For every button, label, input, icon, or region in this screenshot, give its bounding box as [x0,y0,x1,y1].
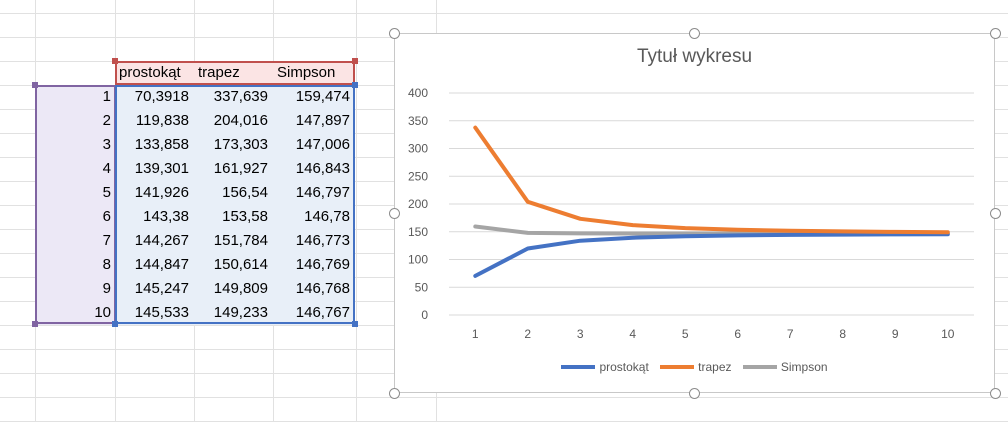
y-tick-label: 200 [408,197,428,211]
line-chart: 0 50 100 150 200 250 300 350 400 1 2 3 4 5 6 7 8 9 10 [408,86,974,341]
row-index-cell[interactable]: 2 [35,109,115,133]
row-index-cell[interactable]: 1 [35,85,115,109]
row-index-cell[interactable]: 9 [35,277,115,301]
chart-resize-handle[interactable] [990,388,1001,399]
range-corner-handle[interactable] [352,58,358,64]
y-tick-label: 300 [408,142,428,156]
y-tick-label: 100 [408,253,428,267]
series-line-prostokąt [473,232,950,278]
chart-resize-handle[interactable] [389,28,400,39]
value-cell-simpson[interactable]: 146,767 [273,301,355,325]
value-cell-trapez[interactable]: 150,614 [194,253,273,277]
row-index-cell[interactable]: 5 [35,181,115,205]
header-cell-trapez[interactable]: trapez [194,61,273,85]
row-index-cell[interactable]: 7 [35,229,115,253]
value-cell-simpson[interactable]: 146,773 [273,229,355,253]
value-cell-simpson[interactable]: 146,769 [273,253,355,277]
y-tick-label: 400 [408,86,428,100]
x-tick-label: 8 [839,327,846,341]
value-cell-simpson[interactable]: 146,797 [273,181,355,205]
value-cell-simpson[interactable]: 146,843 [273,157,355,181]
x-tick-label: 2 [524,327,531,341]
value-cell-simpson[interactable]: 159,474 [273,85,355,109]
value-cell-simpson[interactable]: 147,897 [273,109,355,133]
series-line-trapez [473,125,950,235]
value-cell-trapez[interactable]: 153,58 [194,205,273,229]
chart-legend[interactable]: prostokąt trapez Simpson [394,358,995,374]
value-cell-prostokat[interactable]: 141,926 [115,181,194,205]
x-tick-label: 9 [892,327,899,341]
gridline-row [0,13,1008,14]
range-corner-handle[interactable] [32,321,38,327]
value-cell-trapez[interactable]: 161,927 [194,157,273,181]
legend-label: Simpson [780,360,828,374]
x-tick-label: 10 [941,327,955,341]
value-cell-trapez[interactable]: 156,54 [194,181,273,205]
range-corner-handle[interactable] [112,58,118,64]
x-tick-label: 4 [629,327,636,341]
value-cell-simpson[interactable]: 147,006 [273,133,355,157]
value-cell-prostokat[interactable]: 144,847 [115,253,194,277]
value-cell-prostokat[interactable]: 144,267 [115,229,194,253]
value-cell-trapez[interactable]: 149,809 [194,277,273,301]
x-tick-label: 5 [682,327,689,341]
x-tick-label: 1 [472,327,479,341]
row-index-cell[interactable]: 10 [35,301,115,325]
range-corner-handle[interactable] [352,321,358,327]
header-cell-prostokat[interactable]: prostokąt [115,61,194,85]
header-cell-simpson[interactable]: Simpson [273,61,355,85]
x-tick-label: 3 [577,327,584,341]
gridline-col [356,0,357,422]
value-cell-prostokat[interactable]: 145,533 [115,301,194,325]
y-tick-label: 350 [408,114,428,128]
value-cell-prostokat[interactable]: 70,3918 [115,85,194,109]
x-tick-label: 6 [734,327,741,341]
y-tick-label: 50 [415,280,429,294]
value-cell-trapez[interactable]: 337,639 [194,85,273,109]
row-index-cell[interactable]: 4 [35,157,115,181]
value-cell-simpson[interactable]: 146,768 [273,277,355,301]
value-cell-trapez[interactable]: 204,016 [194,109,273,133]
legend-item-prostokat: prostokąt [561,360,649,374]
legend-line-icon [660,365,695,369]
y-tick-label: 0 [421,308,428,322]
range-corner-handle[interactable] [32,82,38,88]
legend-line-icon [742,365,777,369]
gridline-row [0,397,1008,398]
chart-resize-handle[interactable] [689,28,700,39]
chart-resize-handle[interactable] [990,28,1001,39]
legend-label: prostokąt [599,360,649,374]
row-index-cell[interactable]: 3 [35,133,115,157]
chart-resize-handle[interactable] [389,208,400,219]
chart-resize-handle[interactable] [990,208,1001,219]
value-cell-prostokat[interactable]: 133,858 [115,133,194,157]
chart-resize-handle[interactable] [689,388,700,399]
value-cell-prostokat[interactable]: 143,38 [115,205,194,229]
value-cell-prostokat[interactable]: 119,838 [115,109,194,133]
row-index-cell[interactable]: 8 [35,253,115,277]
chart-title[interactable]: Tytuł wykresu [636,46,753,67]
value-cell-trapez[interactable]: 149,233 [194,301,273,325]
x-tick-label: 7 [787,327,794,341]
value-cell-simpson[interactable]: 146,78 [273,205,355,229]
legend-line-icon [561,365,596,369]
value-cell-trapez[interactable]: 173,303 [194,133,273,157]
legend-item-trapez: trapez [660,360,732,374]
legend-item-simpson: Simpson [742,360,828,374]
value-cell-prostokat[interactable]: 139,301 [115,157,194,181]
range-corner-handle[interactable] [352,82,358,88]
value-cell-prostokat[interactable]: 145,247 [115,277,194,301]
y-tick-label: 250 [408,169,428,183]
range-corner-handle[interactable] [112,321,118,327]
y-tick-label: 150 [408,225,428,239]
chart-resize-handle[interactable] [389,388,400,399]
value-cell-trapez[interactable]: 151,784 [194,229,273,253]
legend-label: trapez [698,360,732,374]
row-index-cell[interactable]: 6 [35,205,115,229]
